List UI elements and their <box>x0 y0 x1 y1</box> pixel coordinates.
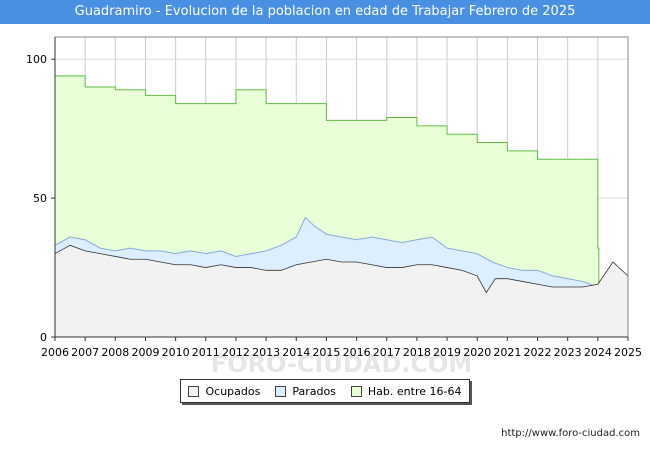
series-line-parados <box>54 216 599 288</box>
legend-swatch-parados <box>275 385 287 397</box>
y-tick-label: 0 <box>40 331 47 344</box>
legend-item-parados: Parados <box>275 385 336 398</box>
chart-legend: Ocupados Parados Hab. entre 16-64 <box>180 379 470 403</box>
watermark: FORO-CIUDAD.COM <box>211 350 473 378</box>
x-tick-label: 2006 <box>41 346 69 359</box>
series-line-ocupados <box>54 244 629 294</box>
x-tick-label: 2019 <box>433 346 461 359</box>
source-url[interactable]: http://www.foro-ciudad.com <box>501 428 640 439</box>
x-tick-label: 2021 <box>493 346 521 359</box>
legend-item-ocupados: Ocupados <box>188 385 260 398</box>
series-area-ocupados <box>55 245 628 337</box>
legend-label-habitantes: Hab. entre 16-64 <box>367 384 462 398</box>
legend-swatch-habitantes <box>350 385 362 397</box>
legend-label-parados: Parados <box>292 384 336 398</box>
legend-item-habitantes: Hab. entre 16-64 <box>350 384 462 398</box>
x-tick-label: 2023 <box>554 346 582 359</box>
x-tick-label: 2016 <box>343 346 371 359</box>
x-tick-label: 2017 <box>373 346 401 359</box>
x-tick-label: 2022 <box>524 346 552 359</box>
title-bar <box>0 0 650 24</box>
x-tick-label: 2013 <box>252 346 280 359</box>
x-tick-label: 2012 <box>222 346 250 359</box>
x-tick-label: 2014 <box>282 346 310 359</box>
y-tick-label: 100 <box>26 53 47 66</box>
y-tick-label: 50 <box>33 192 47 205</box>
legend-swatch-ocupados <box>188 385 200 397</box>
x-tick-label: 2018 <box>403 346 431 359</box>
x-tick-label: 2025 <box>614 346 642 359</box>
x-tick-label: 2010 <box>162 346 190 359</box>
x-tick-label: 2008 <box>101 346 129 359</box>
x-tick-label: 2007 <box>71 346 99 359</box>
x-tick-label: 2009 <box>131 346 159 359</box>
x-tick-label: 2011 <box>192 346 220 359</box>
chart-title: Guadramiro - Evolucion de la poblacion e… <box>74 4 576 19</box>
x-tick-label: 2024 <box>584 346 612 359</box>
x-tick-label: 2015 <box>312 346 340 359</box>
legend-label-ocupados: Ocupados <box>205 384 261 398</box>
x-tick-label: 2020 <box>463 346 491 359</box>
